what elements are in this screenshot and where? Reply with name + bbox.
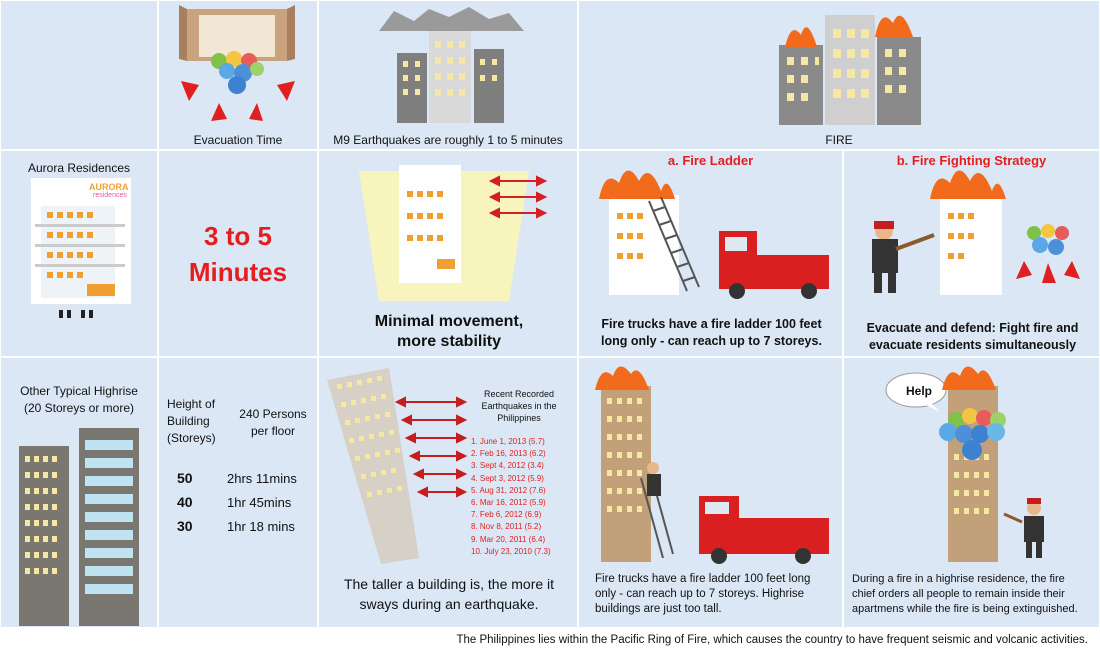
fire-ladder-caption-line2: long only - can reach up to 7 storeys.	[601, 334, 822, 348]
fire-strategy-caption-line1: Evacuate and defend: Fight fire and	[866, 321, 1079, 335]
tall-building-caption-line2: only - can reach up to 7 storeys. Highri…	[595, 588, 805, 600]
height-header: Height of Building (Storeys)	[167, 396, 216, 447]
fire-ladder-caption-line1: Fire trucks have a fire ladder 100 feet	[601, 317, 822, 331]
height-header-line2: Building	[167, 414, 210, 428]
fire-header-cell: FIRE	[578, 0, 1100, 150]
table-row-time-3: 1hr 18 mins	[227, 519, 295, 534]
list-item: 9. Mar 20, 2011 (6.4)	[471, 534, 546, 544]
tall-building-caption: Fire trucks have a fire ladder 100 feet …	[595, 572, 810, 617]
fire-strategy-cell: b. Fire Fighting Strategy Evacuate and d…	[843, 150, 1100, 357]
swaying-building-icon	[327, 368, 468, 564]
persons-header: 240 Persons per floor	[233, 406, 313, 440]
fire-strategy-caption-line2: evacuate residents simultaneously	[868, 338, 1077, 352]
aurora-time-line2: Minutes	[188, 257, 288, 287]
fire-chief-caption-line1: During a fire in a highrise residence, t…	[852, 573, 1065, 585]
persons-header-line1: 240 Persons	[239, 407, 307, 421]
aurora-building-icon	[31, 178, 131, 318]
tall-building-caption-line3: buildings are just too tall.	[595, 603, 722, 615]
aurora-time-line1: 3 to 5	[204, 221, 272, 251]
evacuation-time-label: Evacuation Time	[193, 133, 283, 147]
fire-chief-caption-line3: apartmens while the fire is being exting…	[852, 603, 1078, 615]
aurora-logo-text: AURORA	[89, 182, 129, 192]
earthquake-list: 1. June 1, 2013 (5.7) 2. Feb 16, 2013 (6…	[471, 436, 551, 558]
fire-ladder-title: a. Fire Ladder	[667, 153, 754, 168]
list-item: 4. Sept 3, 2012 (5.9)	[471, 473, 544, 483]
earthquake-duration-label: M9 Earthquakes are roughly 1 to 5 minute…	[333, 133, 563, 147]
table-row-time-2: 1hr 45mins	[227, 495, 292, 510]
fire-chief-cell: Help During a fire in a highrise residen…	[843, 357, 1100, 628]
fire-strategy-title: b. Fire Fighting Strategy	[896, 153, 1047, 168]
tall-building-fire-truck-icon	[595, 366, 829, 564]
corner-cell	[0, 0, 158, 150]
tall-building-caption-line1: Fire trucks have a fire ladder 100 feet …	[595, 573, 811, 585]
highrise-label-line1: Other Typical Highrise	[20, 384, 138, 398]
aurora-time-cell: 3 to 5 Minutes	[158, 150, 318, 357]
height-header-line1: Height of	[167, 397, 216, 411]
aurora-stability-cell: Minimal movement, more stability	[318, 150, 578, 357]
aurora-label-cell: Aurora Residences AURORA residences	[0, 150, 158, 357]
firefighter-evacuation-icon	[872, 170, 1080, 295]
stability-line1: Minimal movement,	[374, 313, 524, 330]
table-row-storeys-2: 40	[177, 494, 193, 510]
collapsing-buildings-icon	[379, 7, 524, 123]
list-item: 5. Aug 31, 2012 (7.6)	[471, 485, 546, 495]
help-label: Help	[906, 384, 933, 398]
list-item: 1. June 1, 2013 (5.7)	[471, 437, 545, 446]
sway-cell: Recent Recorded Earthquakes in the Phili…	[318, 357, 578, 628]
recent-title-line3: Philippines	[497, 413, 541, 423]
table-row-time-1: 2hrs 11mins	[227, 471, 297, 486]
table-row-storeys-3: 30	[177, 518, 193, 534]
evacuation-header-cell: Evacuation Time	[158, 0, 318, 150]
evacuation-table-cell: Height of Building (Storeys) 240 Persons…	[158, 357, 318, 628]
fire-ladder-cell: a. Fire Ladder Fire trucks have a fire l…	[578, 150, 843, 357]
aurora-residences-label: Aurora Residences	[27, 161, 131, 175]
persons-header-line2: per floor	[250, 424, 296, 438]
recent-earthquakes-title: Recent Recorded Earthquakes in the Phili…	[469, 388, 569, 424]
earthquake-header-cell: M9 Earthquakes are roughly 1 to 5 minute…	[318, 0, 578, 150]
list-item: 6. Mar 16, 2012 (5.9)	[471, 498, 546, 508]
list-item: 2. Feb 16, 2013 (6.2)	[471, 449, 546, 459]
stable-building-icon	[359, 165, 548, 301]
list-item: 3. Sept 4, 2012 (3.4)	[471, 461, 544, 471]
aurora-logo-subtext: residences	[93, 192, 127, 199]
burning-buildings-icon	[779, 15, 921, 125]
stability-line2: more stability	[396, 333, 502, 350]
tall-building-ladder-cell: Fire trucks have a fire ladder 100 feet …	[578, 357, 843, 628]
fire-chief-caption-line2: chief orders all people to remain inside…	[852, 588, 1065, 600]
list-item: 7. Feb 6, 2012 (6.9)	[471, 510, 542, 520]
sway-caption-line1: The taller a building is, the more it	[343, 576, 555, 592]
list-item: 10. July 23, 2010 (7.3)	[471, 546, 551, 556]
typical-highrise-icon	[19, 428, 139, 626]
fire-label: FIRE	[825, 133, 853, 147]
fire-chief-caption: During a fire in a highrise residence, t…	[852, 572, 1078, 617]
fire-truck-ladder-icon	[599, 170, 829, 299]
sway-caption-line2: sways during an earthquake.	[359, 596, 539, 612]
evacuation-icon	[179, 5, 295, 121]
recent-title-line1: Recent Recorded	[483, 389, 555, 399]
footer: The Philippines lies within the Pacific …	[0, 628, 1100, 652]
list-item: 8. Nov 8, 2011 (5.2)	[471, 522, 542, 532]
height-header-line3: (Storeys)	[167, 431, 216, 445]
footer-text: The Philippines lies within the Pacific …	[456, 634, 1088, 646]
highrise-label-cell: Other Typical Highrise (20 Storeys or mo…	[0, 357, 158, 628]
help-bubble-icon	[885, 366, 1044, 562]
highrise-label-line2: (20 Storeys or more)	[23, 401, 135, 415]
recent-title-line2: Earthquakes in the	[481, 401, 557, 411]
infographic-grid: Evacuation Time M9 Earthquakes are rough…	[0, 0, 1100, 628]
table-row-storeys-1: 50	[177, 470, 193, 486]
